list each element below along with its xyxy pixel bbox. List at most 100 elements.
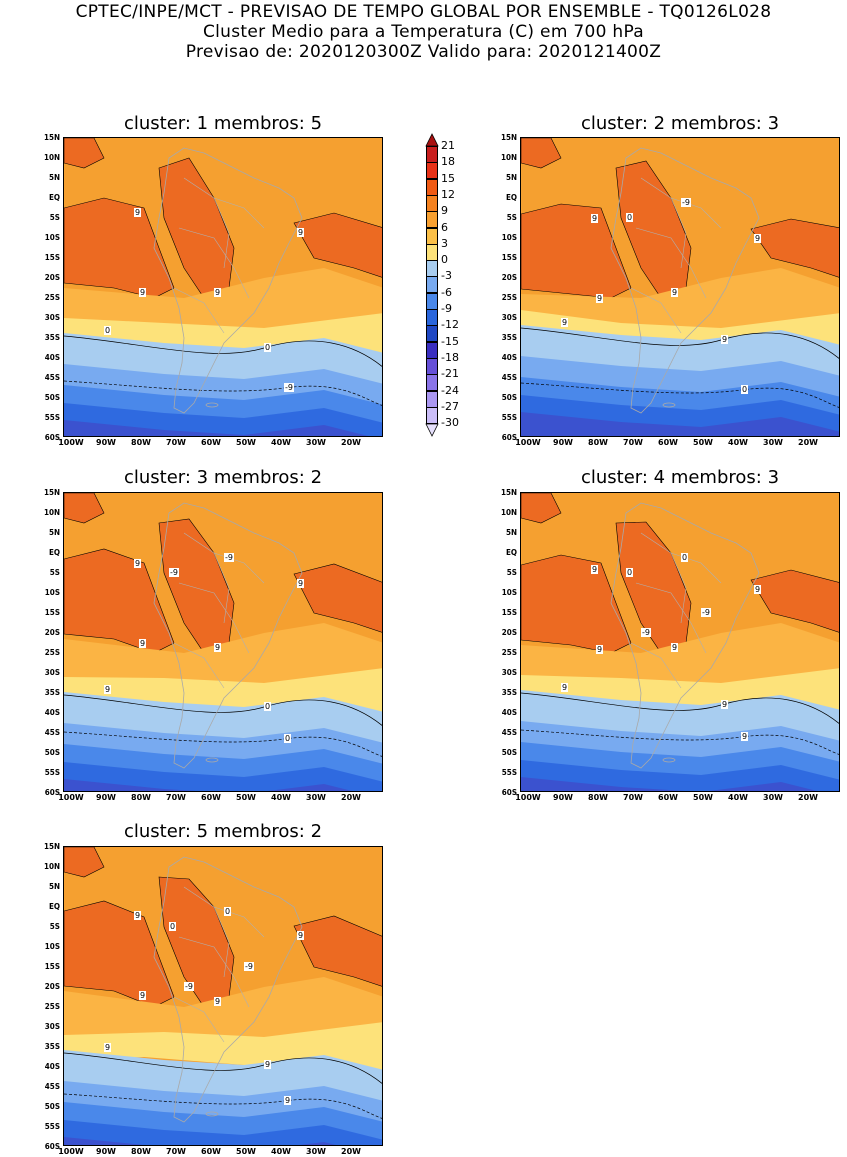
longitude-label: 20W	[341, 793, 361, 802]
latitude-label: 20S	[44, 982, 60, 991]
contour-label: 9	[561, 683, 569, 692]
latitude-label: 30S	[44, 313, 60, 322]
latitude-label: 10N	[43, 862, 60, 871]
latitude-label: 5N	[505, 528, 517, 537]
contour-label: -9	[169, 568, 179, 577]
latitude-label: 30S	[44, 668, 60, 677]
warm-region-north	[64, 493, 105, 524]
latitude-label: 25S	[44, 293, 60, 302]
latitude-label: 5N	[505, 173, 517, 182]
latitude-label: 25S	[501, 648, 517, 657]
latitude-label: 10S	[501, 588, 517, 597]
colorbar-swatch	[426, 276, 438, 294]
latitude-label: EQ	[48, 902, 60, 911]
latitude-label: 10S	[501, 233, 517, 242]
longitude-label: 60W	[658, 438, 678, 447]
longitude-label: 100W	[58, 793, 84, 802]
longitude-label: 70W	[623, 793, 643, 802]
colorbar-label: 6	[441, 220, 448, 234]
colorbar-label: -3	[441, 269, 452, 283]
contour-label: 0	[681, 553, 689, 562]
colorbar-label: -6	[441, 285, 452, 299]
panel-2-title: cluster: 2 membros: 3	[580, 113, 780, 134]
contour-0	[521, 692, 839, 724]
latitude-label: 5N	[48, 173, 60, 182]
colorbar-swatch	[426, 194, 438, 212]
colorbar-swatch	[426, 390, 438, 408]
colorbar-swatch	[426, 260, 438, 278]
longitude-label: 20W	[798, 438, 818, 447]
contour-label: 0	[264, 702, 272, 711]
contour-label: 9	[671, 288, 679, 297]
warm-region-north	[64, 847, 105, 878]
latitude-label: 55S	[501, 413, 517, 422]
contour-label: -9	[641, 628, 651, 637]
contour-label: -9	[681, 198, 691, 207]
longitude-label: 90W	[96, 1147, 116, 1156]
country-border	[178, 936, 250, 1008]
warm-region-east	[293, 563, 382, 633]
country-border	[670, 552, 687, 624]
country-border	[630, 642, 682, 689]
colorbar-swatch	[426, 227, 438, 245]
latitude-label: 15S	[44, 962, 60, 971]
contour-label: 9	[561, 318, 569, 327]
cold-band-5	[64, 1137, 336, 1145]
contour-label: -9	[224, 553, 234, 562]
latitude-label: 15S	[44, 253, 60, 262]
cold-band-5	[521, 777, 817, 791]
colorbar-swatch	[426, 325, 438, 343]
latitude-label: 15N	[500, 488, 517, 497]
longitude-label: 40W	[728, 438, 748, 447]
colorbar-bottom-arrow	[425, 423, 439, 437]
cold-band-4	[64, 762, 382, 791]
latitude-label: EQ	[48, 548, 60, 557]
latitude-label: 5N	[48, 528, 60, 537]
latitude-label: 50S	[501, 393, 517, 402]
panel-4-map: 9 9 9 9 9 9 9 0 0 -9 -9	[520, 492, 840, 792]
colorbar-swatch	[426, 243, 438, 261]
latitude-label: 40S	[501, 708, 517, 717]
latitude-label: 40S	[44, 353, 60, 362]
coastline-south-america	[153, 147, 303, 414]
temperature-field	[64, 493, 382, 791]
cold-band-5	[521, 412, 839, 436]
country-border	[183, 177, 265, 229]
colorbar-label: -9	[441, 302, 452, 315]
latitude-label: 15N	[43, 133, 60, 142]
country-border	[635, 582, 707, 654]
warm-region-east	[750, 569, 839, 633]
longitude-label: 40W	[271, 793, 291, 802]
panel-1-map: 9 9 9 9 0 0 -9	[63, 137, 383, 437]
latitude-label: 50S	[501, 748, 517, 757]
colorbar-swatch	[426, 162, 438, 180]
colorbar-swatch	[426, 146, 438, 163]
longitude-label: 70W	[623, 438, 643, 447]
temperature-field	[64, 138, 382, 436]
contour-label: -9	[284, 383, 294, 392]
colorbar-label: -24	[441, 383, 459, 397]
longitude-label: 100W	[515, 793, 541, 802]
latitude-label: 30S	[501, 668, 517, 677]
latitude-label: 5S	[49, 922, 60, 931]
contour-label: -9	[701, 608, 711, 617]
country-border	[213, 197, 230, 269]
contour-label: 9	[134, 559, 142, 568]
longitude-label: 40W	[271, 1147, 291, 1156]
cold-band-4	[64, 1120, 382, 1145]
falkland-islands	[662, 757, 676, 763]
longitude-label: 80W	[131, 793, 151, 802]
contour-0	[64, 694, 382, 726]
latitude-label: 15S	[44, 608, 60, 617]
longitude-label: 80W	[131, 1147, 151, 1156]
coastline-south-america	[153, 502, 303, 769]
header-line-1: CPTEC/INPE/MCT - PREVISAO DE TEMPO GLOBA…	[75, 2, 772, 22]
latitude-label: 15S	[501, 253, 517, 262]
panel-3-map: 9 9 9 9 9 0 0 -9 -9	[63, 492, 383, 792]
latitude-label: 45S	[501, 373, 517, 382]
temperature-field	[64, 847, 382, 1145]
colorbar-label: 3	[441, 236, 448, 250]
falkland-islands	[205, 1111, 219, 1117]
latitude-label: 40S	[501, 353, 517, 362]
contour-label: 0	[284, 734, 292, 743]
